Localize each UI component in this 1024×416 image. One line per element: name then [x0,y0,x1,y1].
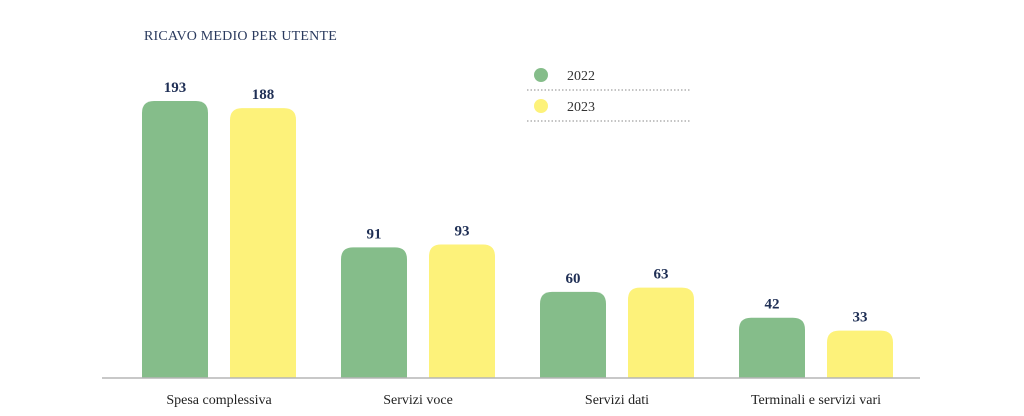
legend-marker-2022 [534,68,548,82]
bar-2023-3 [827,330,893,378]
legend: 2022 2023 [527,68,690,122]
value-label-2023-1: 93 [455,224,470,240]
bar-2023-2 [628,287,694,378]
bar-2022-2 [540,291,606,378]
category-label-1: Servizi voce [383,393,453,408]
value-label-2022-2: 60 [566,271,581,287]
legend-label-2023: 2023 [567,100,595,115]
value-label-2022-3: 42 [765,297,780,313]
bars-group [142,101,893,379]
value-label-2023-3: 33 [853,310,868,326]
bar-2023-1 [429,244,495,378]
bar-2023-0 [230,108,296,379]
value-label-2023-0: 188 [252,87,275,103]
category-labels-group: Spesa complessiva Servizi voce Servizi dat… [166,393,881,408]
legend-label-2022: 2022 [567,69,595,84]
category-label-3: Terminali e servizi vari [751,393,881,408]
legend-marker-2023 [534,99,548,113]
value-label-2023-2: 63 [654,267,669,283]
bar-2022-0 [142,101,208,378]
value-label-2022-1: 91 [367,226,382,242]
value-label-2022-0: 193 [164,80,187,96]
value-labels-group: 193 188 91 93 60 63 42 33 [164,80,868,326]
category-label-0: Spesa complessiva [166,393,272,408]
bar-2022-1 [341,247,407,378]
category-label-2: Servizi dati [585,393,649,408]
chart-title: RICAVO MEDIO PER UTENTE [144,29,337,44]
bar-2022-3 [739,317,805,378]
